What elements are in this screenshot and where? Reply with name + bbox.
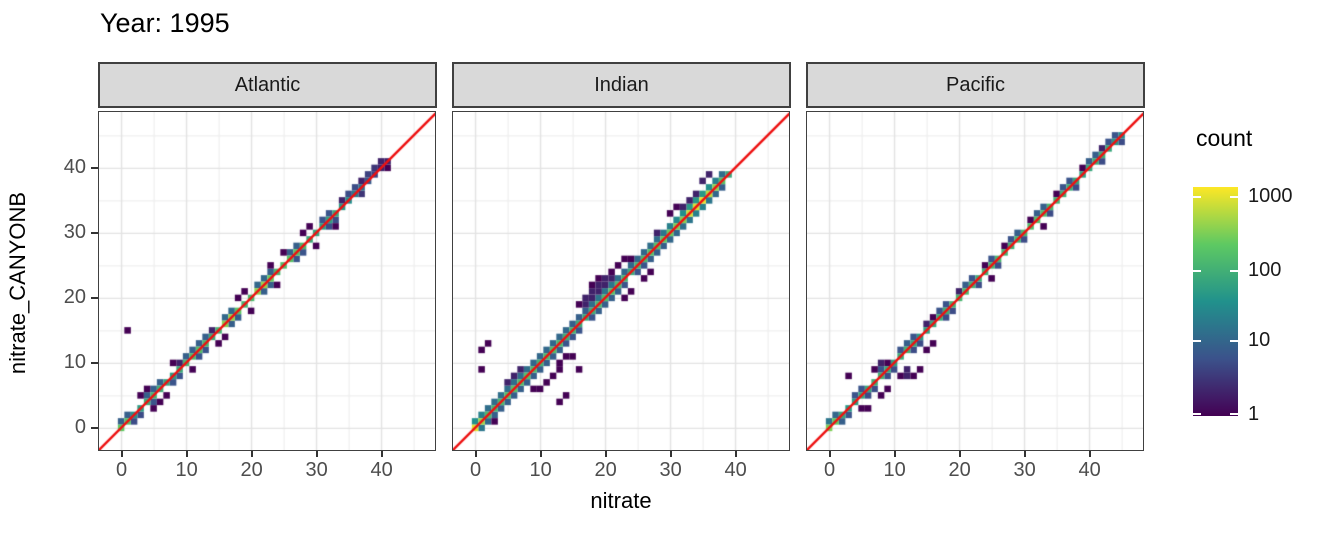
- x-tick-mark: [539, 451, 542, 457]
- facet-atlantic: Atlantic 0 10 20 30 40: [98, 62, 437, 491]
- y-tick-mark: [91, 232, 98, 235]
- legend-tick-label: 1: [1248, 403, 1260, 426]
- x-tick-mark: [1023, 451, 1026, 457]
- legend-count: count 1000 100 10 1: [1193, 125, 1343, 425]
- facet-strip-pacific: Pacific: [806, 62, 1145, 108]
- x-tick-label: 30: [1013, 459, 1036, 481]
- x-tick-mark: [1088, 451, 1091, 457]
- facet-panels: Atlantic 0 10 20 30 40 Indian 0 10 20 30 40 Paci…: [98, 62, 1145, 491]
- plot-title: Year: 1995: [100, 8, 230, 38]
- x-tick-label: 10: [175, 459, 198, 481]
- x-axis-indian: 0 10 20 30 40: [452, 451, 791, 491]
- x-axis-atlantic: 0 10 20 30 40: [98, 451, 437, 491]
- x-tick-mark: [893, 451, 896, 457]
- facet-strip-atlantic: Atlantic: [98, 62, 437, 108]
- legend-tick-mark: [1230, 339, 1238, 342]
- legend-tick-mark: [1193, 339, 1201, 342]
- y-tick-mark: [91, 167, 98, 170]
- legend-tick-label: 1000: [1248, 185, 1293, 208]
- facet-strip-indian: Indian: [452, 62, 791, 108]
- y-tick-label: 20: [63, 286, 86, 309]
- x-tick-mark: [828, 451, 831, 457]
- facet-pacific: Pacific 0 10 20 30 40: [806, 62, 1145, 491]
- panel-indian: [452, 111, 790, 451]
- x-tick-label: 30: [305, 459, 328, 481]
- y-tick-mark: [91, 427, 98, 430]
- panel-canvas-atlantic: [99, 112, 435, 450]
- x-tick-mark: [250, 451, 253, 457]
- panel-atlantic: [98, 111, 436, 451]
- panel-canvas-pacific: [807, 112, 1143, 450]
- legend-tick-label: 100: [1248, 259, 1282, 282]
- x-tick-label: 40: [724, 459, 747, 481]
- y-tick-label: 10: [63, 351, 86, 374]
- x-tick-label: 0: [470, 459, 482, 481]
- y-tick-label: 40: [63, 156, 86, 179]
- x-tick-mark: [958, 451, 961, 457]
- x-tick-label: 20: [240, 459, 263, 481]
- x-tick-label: 0: [116, 459, 128, 481]
- x-tick-mark: [315, 451, 318, 457]
- x-tick-mark: [474, 451, 477, 457]
- x-tick-mark: [669, 451, 672, 457]
- facet-indian: Indian 0 10 20 30 40: [452, 62, 791, 491]
- legend-tick-mark: [1230, 196, 1238, 199]
- panel-canvas-indian: [453, 112, 789, 450]
- x-axis-title: nitrate: [590, 488, 652, 513]
- x-tick-mark: [604, 451, 607, 457]
- x-tick-mark: [734, 451, 737, 457]
- x-tick-label: 10: [529, 459, 552, 481]
- legend-tick-label: 10: [1248, 328, 1271, 351]
- y-tick-label: 30: [63, 221, 86, 244]
- x-tick-label: 30: [659, 459, 682, 481]
- x-tick-mark: [380, 451, 383, 457]
- x-tick-label: 20: [948, 459, 971, 481]
- legend-tick-mark: [1193, 270, 1201, 273]
- legend-tick-mark: [1193, 413, 1201, 415]
- legend-colorbar: [1193, 187, 1238, 416]
- x-tick-label: 40: [370, 459, 393, 481]
- x-tick-label: 0: [824, 459, 836, 481]
- y-tick-mark: [91, 362, 98, 365]
- y-axis: 0 10 20 30 40: [0, 62, 98, 462]
- x-tick-mark: [120, 451, 123, 457]
- legend-tick-mark: [1230, 270, 1238, 273]
- y-tick-label: 0: [74, 416, 86, 439]
- legend-tick-mark: [1193, 196, 1201, 199]
- panel-pacific: [806, 111, 1144, 451]
- x-tick-mark: [185, 451, 188, 457]
- x-axis-pacific: 0 10 20 30 40: [806, 451, 1145, 491]
- x-tick-label: 10: [883, 459, 906, 481]
- legend-tick-mark: [1230, 413, 1238, 415]
- x-tick-label: 40: [1078, 459, 1101, 481]
- x-tick-label: 20: [594, 459, 617, 481]
- y-tick-mark: [91, 297, 98, 300]
- legend-title: count: [1196, 125, 1253, 151]
